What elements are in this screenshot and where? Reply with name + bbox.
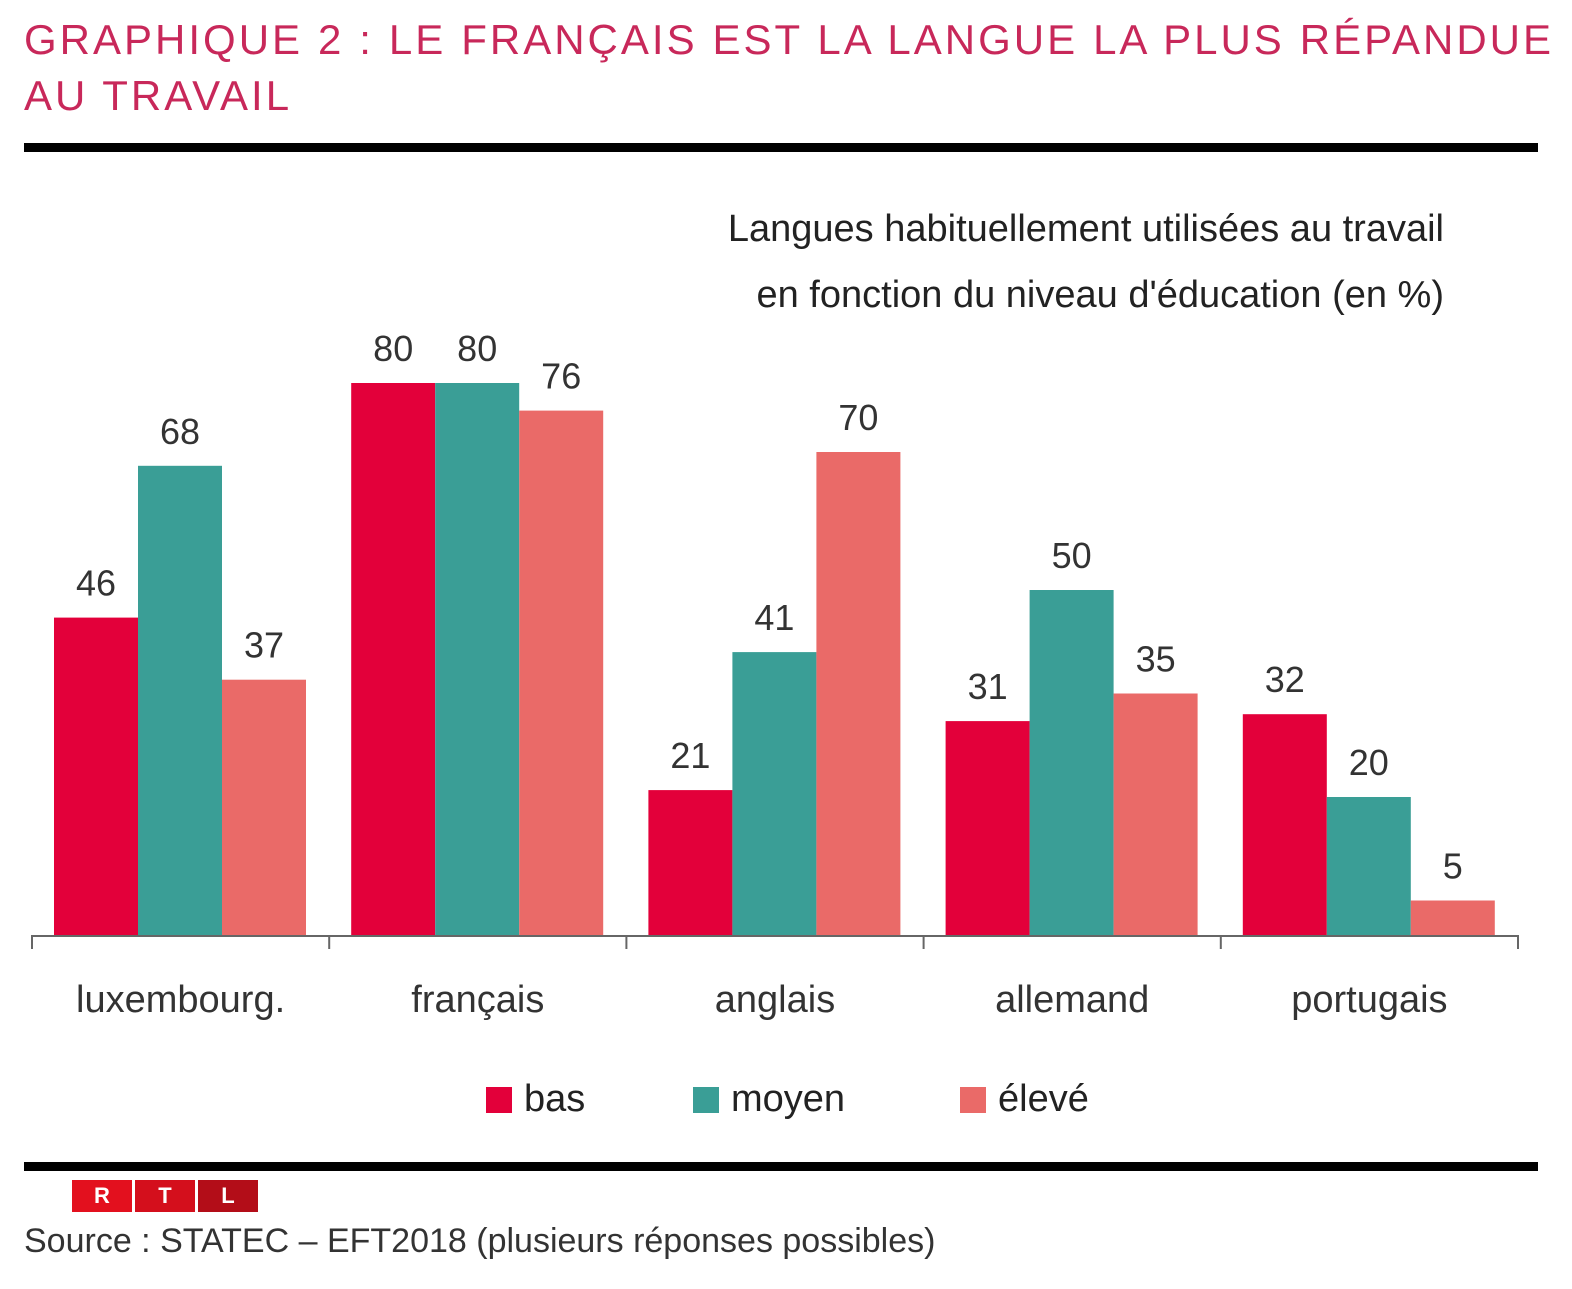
x-tick-label-0: luxembourg. — [76, 979, 285, 1021]
bar-eleve-0 — [222, 679, 306, 935]
legend: bas moyen élevé — [0, 1078, 1572, 1128]
logo-letter-t: T — [135, 1180, 195, 1212]
x-tick-label-4: portugais — [1291, 979, 1447, 1021]
data-label-bas-3: 31 — [968, 666, 1008, 707]
top-divider — [24, 143, 1538, 152]
chart-heading: GRAPHIQUE 2 : LE FRANÇAIS EST LA LANGUE … — [24, 16, 1554, 119]
bar-moyen-1 — [435, 383, 520, 935]
bar-moyen-0 — [138, 465, 222, 935]
data-label-eleve-3: 35 — [1136, 639, 1176, 680]
source-note: Source : STATEC – EFT2018 (plusieurs rép… — [24, 1222, 936, 1260]
bar-bas-3 — [945, 721, 1030, 935]
x-tick-label-3: allemand — [995, 979, 1149, 1021]
chart-title: Langues habituellement utilisées au trav… — [728, 196, 1444, 328]
data-label-bas-2: 21 — [670, 735, 710, 776]
logo-letter-r: R — [72, 1180, 132, 1212]
data-label-eleve-1: 76 — [541, 356, 581, 397]
data-label-eleve-0: 37 — [244, 625, 284, 666]
bar-moyen-4 — [1326, 797, 1411, 935]
legend-label-moyen: moyen — [731, 1078, 846, 1120]
data-label-moyen-0: 68 — [160, 411, 200, 452]
bar-chart: 46 68 37 luxembourg. 80 80 76 français 21 41 70 ang… — [31, 328, 1519, 1021]
data-label-bas-0: 46 — [76, 563, 116, 604]
bar-moyen-3 — [1029, 590, 1114, 935]
legend-swatch-eleve — [960, 1086, 986, 1113]
data-label-moyen-2: 41 — [754, 597, 794, 638]
data-label-bas-1: 80 — [373, 328, 413, 369]
x-tick-label-2: anglais — [715, 979, 835, 1021]
legend-swatch-moyen — [693, 1086, 719, 1113]
bar-bas-2 — [648, 790, 733, 935]
data-label-bas-4: 32 — [1265, 659, 1305, 700]
bar-moyen-2 — [732, 652, 817, 935]
data-label-eleve-2: 70 — [838, 397, 878, 438]
data-label-moyen-1: 80 — [457, 328, 497, 369]
bar-bas-1 — [351, 383, 436, 935]
x-tick-label-1: français — [411, 979, 544, 1021]
rtl-logo: R T L — [72, 1180, 258, 1212]
logo-letter-l: L — [198, 1180, 258, 1212]
bottom-divider — [24, 1162, 1538, 1171]
legend-item-moyen: moyen — [693, 1078, 845, 1121]
legend-label-eleve: élevé — [998, 1078, 1089, 1120]
data-label-moyen-4: 20 — [1349, 742, 1389, 783]
legend-item-bas: bas — [486, 1078, 585, 1121]
data-label-eleve-4: 5 — [1443, 846, 1463, 887]
bar-eleve-3 — [1113, 693, 1198, 935]
bar-bas-4 — [1242, 714, 1327, 935]
legend-swatch-bas — [486, 1086, 512, 1113]
legend-label-bas: bas — [524, 1078, 586, 1120]
chart-title-line-1: Langues habituellement utilisées au trav… — [727, 208, 1444, 250]
bar-eleve-2 — [816, 452, 901, 935]
bar-eleve-1 — [519, 410, 604, 936]
legend-item-eleve: élevé — [960, 1078, 1089, 1121]
chart-title-line-2: en fonction du niveau d'éducation (en %) — [756, 274, 1444, 316]
data-label-moyen-3: 50 — [1052, 535, 1092, 576]
bar-eleve-4 — [1410, 900, 1495, 935]
bar-bas-0 — [54, 617, 138, 935]
